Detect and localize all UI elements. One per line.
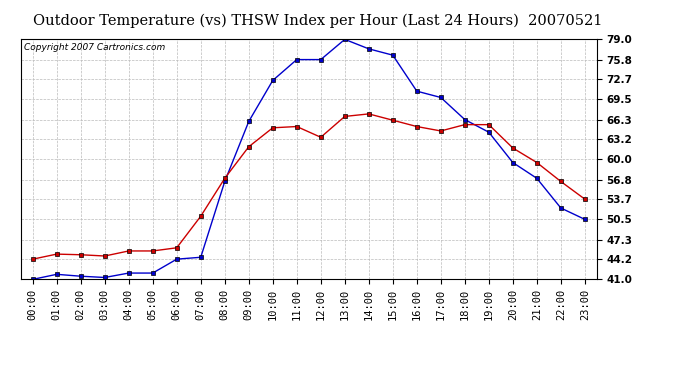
Text: Outdoor Temperature (vs) THSW Index per Hour (Last 24 Hours)  20070521: Outdoor Temperature (vs) THSW Index per … [32, 13, 602, 27]
Text: Copyright 2007 Cartronics.com: Copyright 2007 Cartronics.com [23, 43, 165, 52]
